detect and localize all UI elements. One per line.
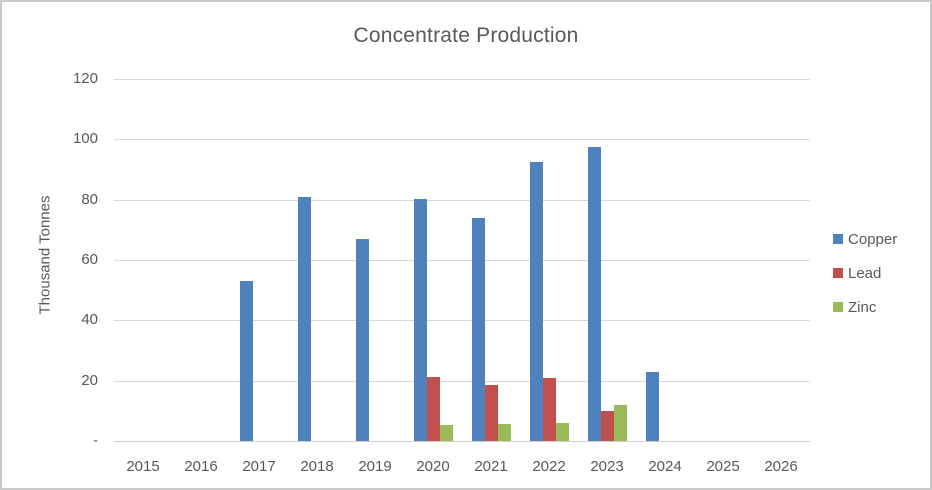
chart-title: Concentrate Production xyxy=(353,24,579,47)
x-tick-label-2019: 2019 xyxy=(358,458,392,475)
bar-lead-2021 xyxy=(484,385,498,441)
x-axis-line xyxy=(114,441,810,442)
bar-copper-2020 xyxy=(413,198,427,441)
bar-copper-2023 xyxy=(587,146,601,441)
legend-item-copper: Copper xyxy=(833,229,897,249)
legend-label-lead: Lead xyxy=(848,264,882,282)
y-tick-label--: - xyxy=(93,432,98,449)
bar-zinc-2023 xyxy=(613,405,627,441)
y-tick-label-120: 120 xyxy=(72,70,98,87)
x-tick-label-2023: 2023 xyxy=(590,458,624,475)
bar-copper-2019 xyxy=(355,238,369,441)
y-tick-label-40: 40 xyxy=(81,311,98,329)
x-tick-label-2024: 2024 xyxy=(648,458,682,475)
x-tick-label-2026: 2026 xyxy=(764,458,798,475)
gridline xyxy=(114,79,810,80)
bar-copper-2024 xyxy=(645,371,659,441)
legend-label-copper: Copper xyxy=(848,230,898,248)
gridline xyxy=(114,320,810,322)
legend-item-lead: Lead xyxy=(833,263,897,283)
bar-lead-2020 xyxy=(426,377,440,441)
bar-lead-2022 xyxy=(542,378,556,441)
x-tick-label-2016: 2016 xyxy=(184,458,218,475)
bar-copper-2018 xyxy=(297,196,311,441)
x-tick-label-2015: 2015 xyxy=(126,458,160,475)
legend-swatch-lead-icon xyxy=(833,268,843,278)
legend-swatch-zinc-icon xyxy=(833,302,843,312)
gridline xyxy=(114,380,810,382)
x-tick-label-2017: 2017 xyxy=(242,458,276,475)
gridline xyxy=(114,199,810,201)
legend-swatch-copper-icon xyxy=(833,234,843,244)
y-tick-label-100: 100 xyxy=(72,130,98,148)
y-tick-label-60: 60 xyxy=(81,251,98,268)
x-tick-label-2022: 2022 xyxy=(532,458,566,475)
bar-copper-2021 xyxy=(471,217,485,441)
y-tick-label-20: 20 xyxy=(81,371,98,389)
y-tick-label-80: 80 xyxy=(81,190,98,208)
x-tick-label-2020: 2020 xyxy=(416,458,450,475)
legend: Copper Lead Zinc xyxy=(833,229,897,317)
x-tick-label-2018: 2018 xyxy=(300,458,334,475)
bar-copper-2022 xyxy=(529,161,543,441)
gridline xyxy=(114,260,810,261)
x-tick-label-2025: 2025 xyxy=(706,458,740,475)
bar-zinc-2021 xyxy=(497,424,511,441)
bar-copper-2017 xyxy=(239,281,253,441)
gridline xyxy=(114,139,810,141)
x-tick-label-2021: 2021 xyxy=(474,458,508,475)
legend-item-zinc: Zinc xyxy=(833,297,897,317)
bar-zinc-2022 xyxy=(555,422,569,441)
bar-lead-2023 xyxy=(600,410,614,441)
legend-label-zinc: Zinc xyxy=(848,298,877,316)
bar-zinc-2020 xyxy=(439,425,453,441)
